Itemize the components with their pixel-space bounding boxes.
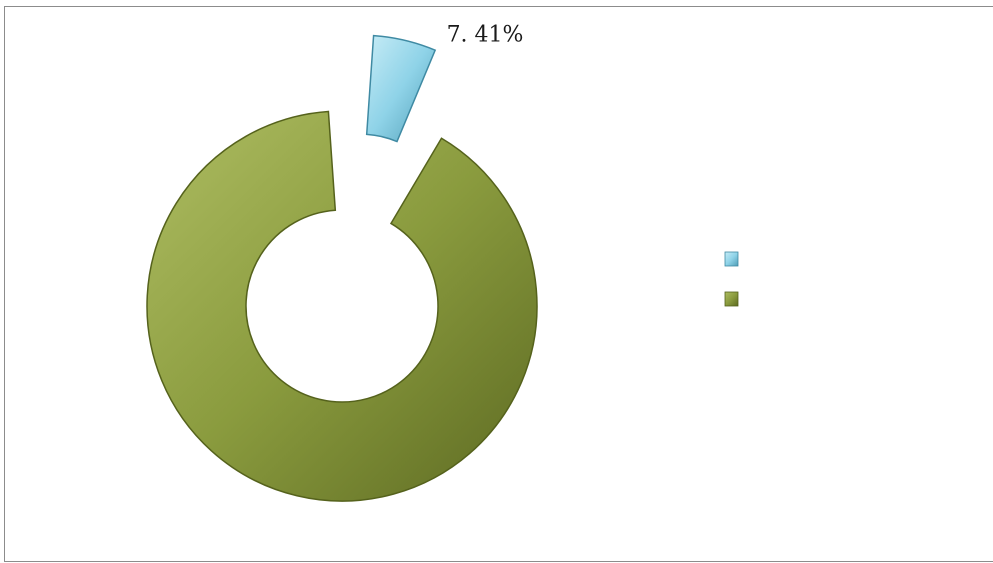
data-labels-group: 7. 41% [447,22,524,47]
slice-2 [146,110,538,502]
slice-1 [365,34,437,143]
legend-swatch-2 [724,291,739,307]
legend-swatch-1 [724,251,739,267]
legend [724,251,739,307]
data-label-slice-1: 7. 41% [447,22,524,47]
slices-group [146,34,538,502]
